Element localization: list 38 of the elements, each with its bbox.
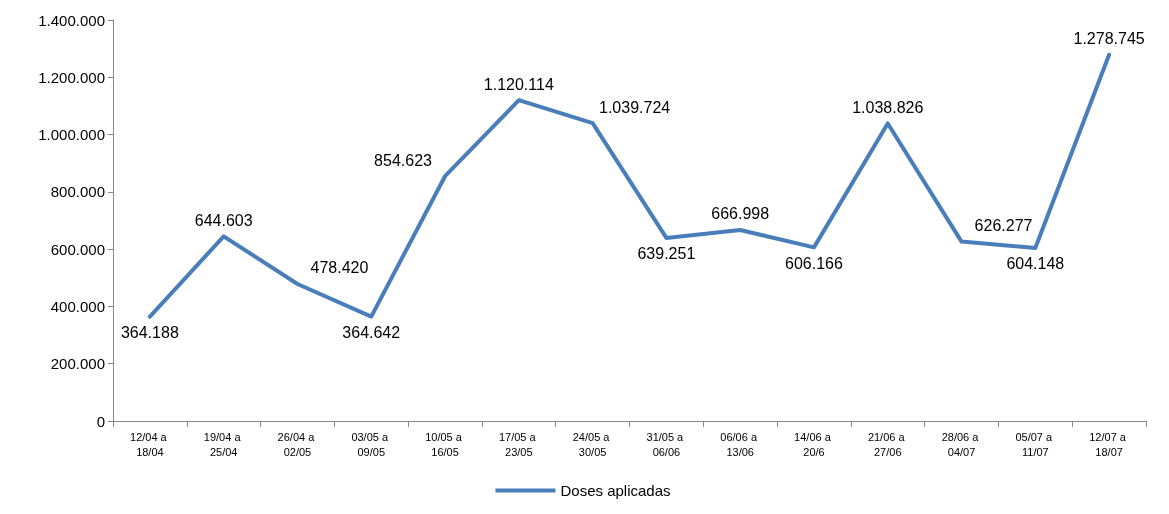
- x-tick-label: 06/06 a 13/06: [720, 430, 761, 458]
- data-label: 478.420: [310, 259, 369, 277]
- x-tick-label: 12/07 a 18/07: [1089, 430, 1129, 458]
- data-label: 639.251: [637, 245, 696, 263]
- data-label: 1.038.826: [852, 98, 924, 116]
- x-tick-label: 12/04 a 18/04: [130, 430, 170, 458]
- x-tick-label: 03/05 a 09/05: [351, 430, 392, 458]
- data-label: 364.642: [342, 324, 401, 342]
- y-tick-label: 800.000: [50, 183, 105, 201]
- x-tick-label: 24/05 a 30/05: [572, 430, 613, 458]
- x-tick-label: 05/07 a 11/07: [1015, 430, 1056, 458]
- y-tick-label: 200.000: [50, 355, 105, 373]
- x-tick-label: 28/06 a 04/07: [941, 430, 982, 458]
- data-label: 666.998: [711, 205, 770, 223]
- x-tick-label: 17/05 a 23/05: [498, 430, 539, 458]
- y-tick-label: 1.400.000: [38, 11, 105, 29]
- x-tick-label: 19/04 a 25/04: [203, 430, 244, 458]
- data-label: 364.188: [120, 324, 179, 342]
- y-tick-label: 0: [96, 412, 105, 430]
- data-label: 1.039.724: [599, 98, 671, 116]
- x-tick-label: 10/05 a 16/05: [425, 430, 465, 458]
- x-tick-label: 31/05 a 06/06: [646, 430, 687, 458]
- data-label: 1.120.114: [483, 75, 554, 93]
- y-tick-label: 1.000.000: [38, 126, 105, 144]
- legend-label: Doses aplicadas: [560, 482, 671, 499]
- data-label: 1.278.745: [1073, 30, 1145, 48]
- x-tick-label: 21/06 a 27/06: [867, 430, 908, 458]
- y-tick-label: 1.200.000: [38, 68, 105, 86]
- data-label: 854.623: [374, 151, 433, 169]
- line-series: [147, 52, 1112, 319]
- x-tick-label: 14/06 a 20/6: [794, 430, 834, 458]
- data-label: 644.603: [194, 211, 253, 229]
- data-label: 606.166: [785, 254, 843, 272]
- data-label: 626.277: [974, 217, 1033, 235]
- x-tick-label: 26/04 a 02/05: [277, 430, 318, 458]
- y-tick-label: 400.000: [50, 297, 105, 315]
- y-tick-label: 600.000: [50, 240, 105, 258]
- data-label: 604.148: [1006, 255, 1065, 273]
